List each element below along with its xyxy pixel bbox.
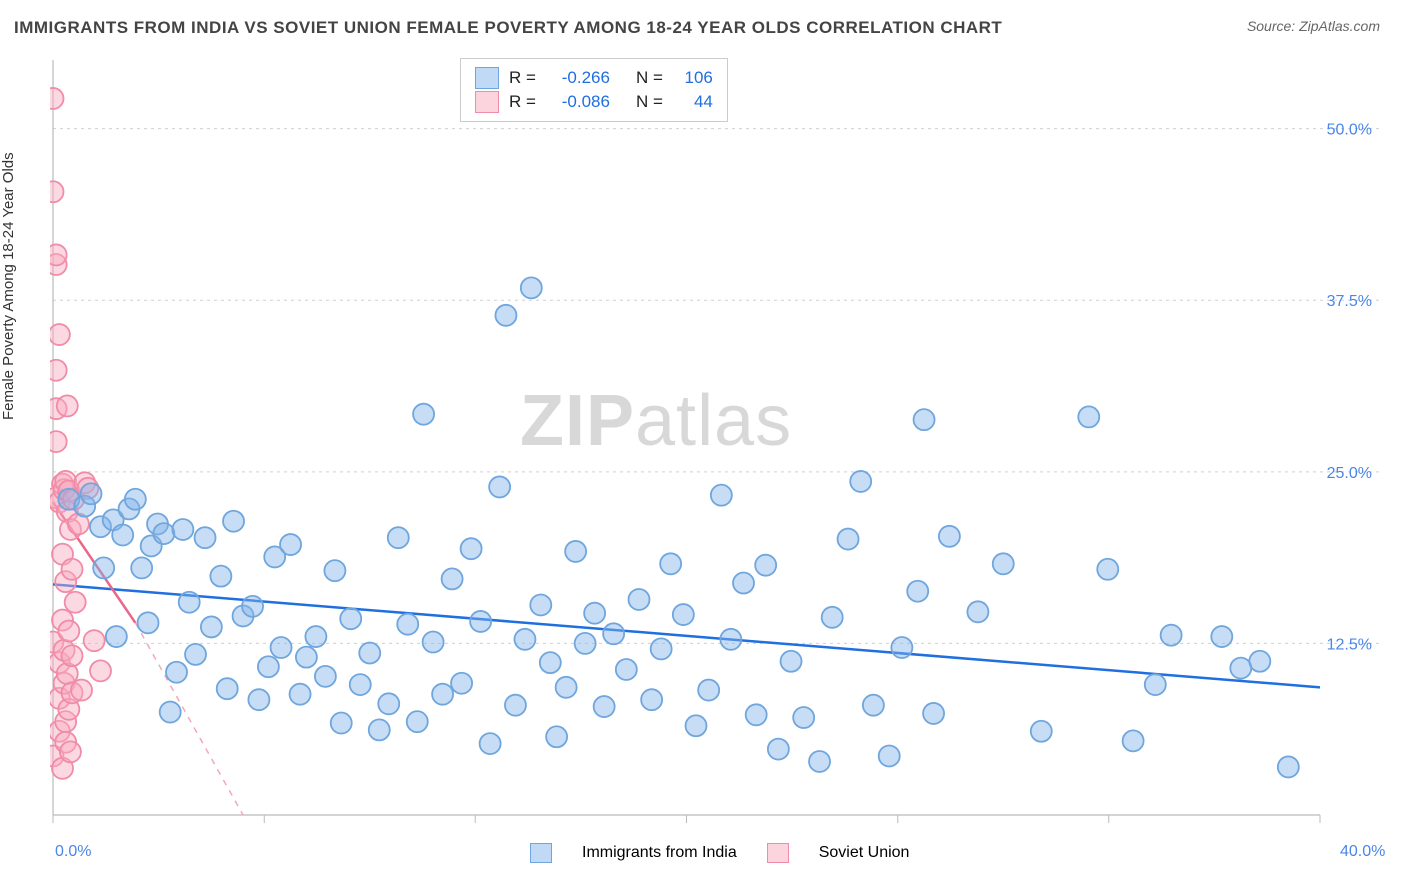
y-axis-label: Female Poverty Among 18-24 Year Olds (0, 152, 17, 420)
swatch-soviet (475, 91, 499, 113)
chart-root: IMMIGRANTS FROM INDIA VS SOVIET UNION FE… (0, 0, 1406, 892)
r-value-india: -0.266 (546, 68, 610, 88)
legend-swatch-soviet (767, 843, 789, 863)
n-value-india: 106 (673, 68, 713, 88)
n-label: N = (636, 68, 663, 88)
r-label: R = (509, 92, 536, 112)
legend-swatch-india (530, 843, 552, 863)
r-value-soviet: -0.086 (546, 92, 610, 112)
legend-label-soviet: Soviet Union (819, 844, 910, 862)
svg-text:50.0%: 50.0% (1327, 122, 1372, 139)
corr-row-soviet: R = -0.086 N = 44 (475, 91, 713, 113)
corr-row-india: R = -0.266 N = 106 (475, 67, 713, 89)
series-legend: Immigrants from India Soviet Union (530, 843, 909, 863)
svg-text:25.0%: 25.0% (1327, 465, 1372, 482)
r-label: R = (509, 68, 536, 88)
source-label: Source: ZipAtlas.com (1247, 18, 1380, 34)
correlation-legend: R = -0.266 N = 106 R = -0.086 N = 44 (460, 58, 728, 122)
x-axis-max-label: 40.0% (1340, 843, 1385, 861)
n-label: N = (636, 92, 663, 112)
plot-area: 12.5% 25.0% 37.5% 50.0% (50, 55, 1380, 835)
chart-title: IMMIGRANTS FROM INDIA VS SOVIET UNION FE… (14, 18, 1002, 38)
swatch-india (475, 67, 499, 89)
legend-label-india: Immigrants from India (582, 844, 737, 862)
n-value-soviet: 44 (673, 92, 713, 112)
svg-text:12.5%: 12.5% (1327, 636, 1372, 653)
svg-text:37.5%: 37.5% (1327, 293, 1372, 310)
x-axis-min-label: 0.0% (55, 843, 91, 861)
